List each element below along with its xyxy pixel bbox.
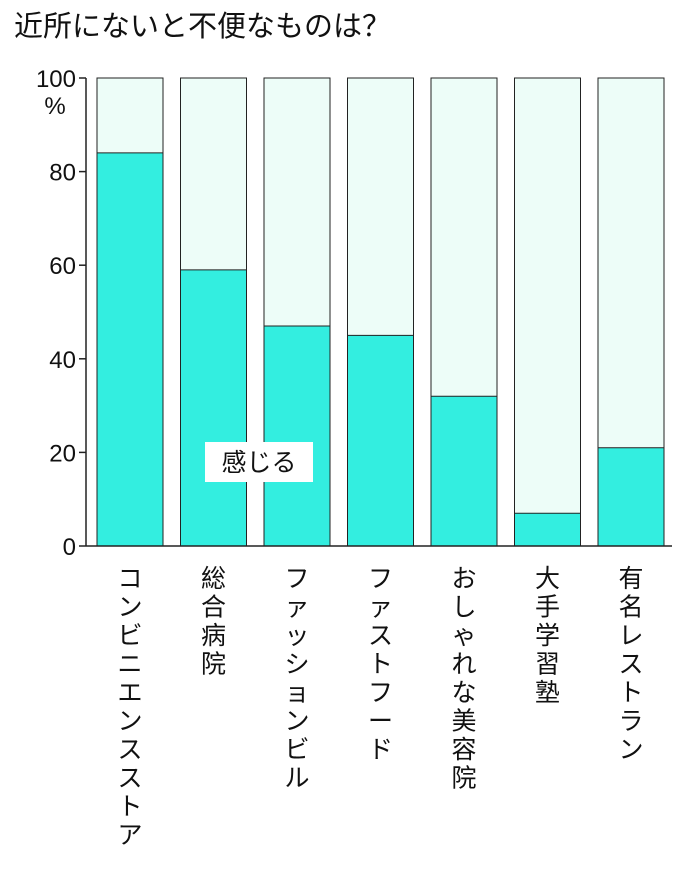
category-label-char: ニ	[117, 650, 142, 679]
category-label-char: ン	[117, 593, 142, 622]
category-label-char: シ	[284, 650, 309, 679]
category-label-char: 総	[201, 564, 226, 593]
bar-remainder	[347, 78, 414, 336]
bar-remainder	[514, 78, 581, 514]
bar-group	[180, 77, 247, 547]
category-label-char: 合	[201, 593, 226, 622]
category-label-char: ゃ	[451, 621, 476, 650]
category-labels: コンビニエンスストア総合病院ファッションビルファストフードおしゃれな美容院大手学…	[117, 564, 643, 850]
y-unit-label: %	[44, 93, 65, 120]
y-tick-label: 0	[63, 534, 76, 561]
category-label-char: フ	[368, 564, 393, 593]
bar	[264, 326, 330, 546]
bar	[347, 335, 414, 546]
category-label-char: ビ	[284, 735, 309, 764]
bar-remainder	[598, 78, 664, 448]
category-label-char: ー	[368, 707, 393, 736]
category-label-char: ン	[284, 707, 309, 736]
category-label-char: レ	[618, 621, 643, 650]
bar-remainder	[97, 78, 163, 153]
bar-group	[597, 77, 665, 547]
category-label-char: お	[451, 564, 476, 593]
category-label-char: ン	[618, 735, 643, 764]
category-label-char: ビ	[117, 621, 142, 650]
category-label-char: 容	[451, 735, 476, 764]
category-label-char: ァ	[284, 593, 309, 622]
category-label-char: 塾	[535, 678, 560, 707]
bar-group	[96, 77, 164, 547]
bar	[97, 152, 163, 546]
annotation: 感じる	[205, 442, 313, 482]
bar	[431, 396, 497, 546]
bar-group	[347, 77, 414, 547]
category-label-char: し	[451, 593, 476, 622]
bar	[514, 513, 581, 546]
bar-group	[263, 77, 331, 547]
category-label-char: 院	[201, 650, 226, 679]
bar	[598, 447, 664, 546]
category-label-char: フ	[284, 564, 309, 593]
category-label-char: ョ	[284, 678, 309, 707]
category-label-char: ト	[117, 792, 142, 821]
category-label-char: 習	[535, 650, 560, 679]
y-tick-label: 20	[49, 440, 76, 467]
category-label-char: 大	[535, 564, 560, 593]
bar-remainder	[431, 78, 497, 397]
category-label-char: れ	[451, 650, 476, 679]
annotation-box	[205, 442, 313, 482]
y-tick-label: 100	[36, 66, 76, 93]
category-label-char: コ	[117, 564, 142, 593]
category-label-char: エ	[117, 678, 142, 707]
bar-remainder	[264, 78, 330, 327]
category-label-char: ス	[368, 621, 393, 650]
y-tick-label: 60	[49, 253, 76, 280]
category-label-char: ラ	[618, 707, 643, 736]
category-label-char: 手	[535, 593, 560, 622]
bar-group	[514, 77, 581, 547]
category-label-char: な	[451, 678, 476, 707]
y-axis: 0 20 40 60 80 100%	[36, 66, 672, 561]
y-tick-label: 40	[49, 347, 76, 374]
chart-title: 近所にないと不便なものは？	[14, 9, 391, 43]
category-label-char: 美	[451, 707, 476, 736]
category-label-char: ト	[618, 678, 643, 707]
annotation-label: 感じる	[221, 448, 296, 477]
bar	[180, 269, 247, 546]
bar-remainder	[180, 78, 247, 270]
category-label-char: ト	[368, 650, 393, 679]
category-label-char: フ	[368, 678, 393, 707]
category-label-char: 院	[451, 764, 476, 793]
category-label-char: 有	[618, 564, 643, 593]
category-label-char: 病	[201, 621, 226, 650]
category-label-char: 学	[535, 621, 560, 650]
category-label-char: ル	[284, 764, 309, 793]
category-label-char: ァ	[368, 593, 393, 622]
category-label-char: 名	[618, 593, 643, 622]
category-label-char: ン	[117, 707, 142, 736]
category-label-char: ス	[117, 735, 142, 764]
category-label-char: ド	[368, 735, 393, 764]
category-label-char: ア	[117, 821, 142, 850]
category-label-char: ス	[618, 650, 643, 679]
y-tick-label: 80	[49, 160, 76, 187]
bar-group	[430, 77, 498, 547]
category-label-char: ス	[117, 764, 142, 793]
bars-layer	[96, 77, 665, 547]
category-label-char: ッ	[284, 621, 309, 650]
